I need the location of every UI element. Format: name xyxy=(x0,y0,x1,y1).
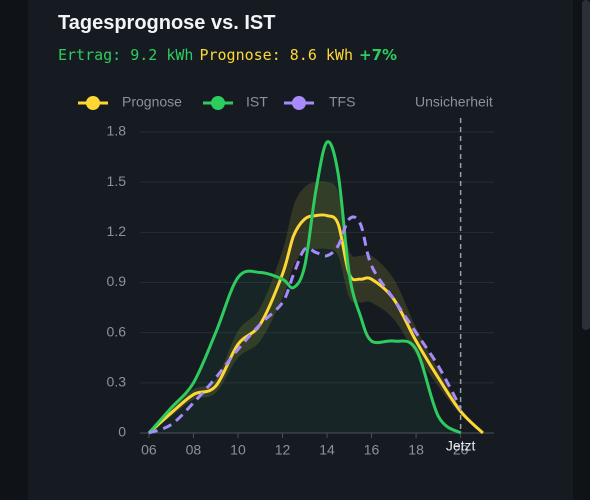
y-tick-label: 0.9 xyxy=(107,273,127,289)
series-line xyxy=(147,213,484,435)
delta: +7% xyxy=(359,46,398,64)
series-line xyxy=(148,215,462,435)
x-tick-label: 18 xyxy=(408,442,424,458)
series-line xyxy=(147,140,462,435)
x-tick-label: 14 xyxy=(319,442,335,458)
y-tick-label: 0 xyxy=(118,424,126,440)
y-tick-label: 1.2 xyxy=(107,223,127,239)
now-label: Jetzt xyxy=(446,438,476,454)
ertrag: Ertrag: 9.2 kWh xyxy=(58,46,194,64)
legend-marker xyxy=(86,96,100,110)
stats: Ertrag: 9.2 kWh Prognose: 8.6 kWh +7% xyxy=(58,46,403,64)
legend-marker xyxy=(292,96,306,110)
x-tick-label: 16 xyxy=(364,442,380,458)
prognose: Prognose: 8.6 kWh xyxy=(199,46,353,64)
scrollbar[interactable] xyxy=(582,0,590,330)
y-tick-label: 1.5 xyxy=(107,173,127,189)
legend-label: IST xyxy=(246,94,268,110)
y-tick-label: 0.3 xyxy=(107,374,127,390)
legend-label: Unsicherheit xyxy=(415,94,493,110)
x-tick-label: 10 xyxy=(230,442,246,458)
x-tick-label: 12 xyxy=(275,442,291,458)
card xyxy=(28,0,573,500)
x-tick-label: 06 xyxy=(141,442,157,458)
title: Tagesprognose vs. IST xyxy=(58,12,276,34)
x-tick-label: 20 xyxy=(453,442,469,458)
legend-marker xyxy=(211,96,225,110)
y-tick-label: 0.6 xyxy=(107,323,127,339)
ist-area xyxy=(148,141,461,433)
uncertainty-band xyxy=(148,181,483,433)
legend-label: Prognose xyxy=(122,94,182,110)
x-tick-label: 08 xyxy=(186,442,202,458)
y-tick-label: 1.8 xyxy=(107,123,127,139)
legend-label: TFS xyxy=(329,94,355,110)
